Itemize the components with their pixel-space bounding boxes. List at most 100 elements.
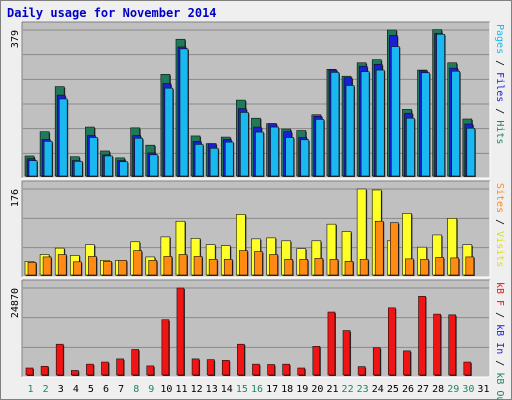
bar-pages-day-21: [330, 72, 340, 177]
bar-sites-day-27: [420, 259, 429, 276]
bar-kb-f-day-17: [267, 364, 275, 376]
x-tick-label-day-12: 12: [191, 384, 203, 395]
x-tick-label-day-2: 2: [43, 384, 49, 395]
bar-pages-day-24: [375, 69, 385, 177]
bar-sites-day-24: [374, 220, 384, 276]
bar-sites-day-4: [72, 261, 82, 276]
bar-sites-day-9: [148, 260, 158, 276]
bar-pages-day-26: [406, 117, 415, 177]
bar-kb-f-day-4: [70, 370, 79, 376]
legend-entry: /: [494, 102, 505, 120]
legend-entry: Files: [494, 72, 505, 102]
bar-kb-f-day-9: [146, 365, 155, 376]
bar-pages-day-6: [104, 155, 113, 177]
bar-kb-f-day-27: [418, 295, 426, 376]
x-tick-label-day-18: 18: [281, 384, 293, 395]
bar-pages-day-28: [436, 33, 445, 177]
legend-entry: /: [494, 54, 505, 72]
bar-sites-day-5: [88, 256, 97, 276]
bar-pages-day-22: [345, 85, 355, 177]
bar-pages-day-13: [209, 147, 219, 177]
bar-pages-day-25: [391, 46, 400, 177]
bar-pages-day-29: [451, 70, 461, 177]
x-tick-label-day-17: 17: [266, 384, 278, 395]
bar-sites-day-1: [27, 261, 37, 276]
x-tick-label-day-16: 16: [251, 384, 263, 395]
legend-entry: Visits: [494, 231, 505, 267]
bar-sites-day-19: [299, 259, 309, 276]
x-tick-label-day-24: 24: [372, 384, 384, 395]
legend-middle: Sites / Visits: [494, 183, 505, 267]
x-tick-label-day-11: 11: [175, 384, 187, 395]
bar-pages-day-12: [194, 144, 204, 177]
bar-pages-day-16: [255, 131, 264, 177]
bar-kb-f-day-28: [433, 313, 441, 376]
x-tick-label-day-13: 13: [206, 384, 218, 395]
bar-kb-f-day-14: [221, 360, 230, 376]
bar-kb-f-day-25: [388, 307, 396, 376]
bar-kb-f-day-20: [312, 346, 321, 376]
bar-sites-day-6: [103, 261, 112, 276]
bar-kb-f-day-29: [448, 314, 457, 376]
bar-sites-day-21: [329, 259, 339, 276]
bar-sites-day-15: [239, 250, 248, 276]
bar-kb-f-day-15: [237, 343, 245, 376]
x-tick-label-day-22: 22: [342, 384, 354, 395]
legend-entry: kB In: [494, 324, 505, 354]
bar-kb-f-day-6: [101, 361, 109, 376]
legend-entry: /: [494, 213, 505, 231]
x-tick-label-day-28: 28: [432, 384, 444, 395]
y-max-label: 176: [10, 189, 21, 207]
bar-sites-day-22: [344, 261, 354, 276]
chart-title: Daily usage for November 2014: [7, 6, 217, 20]
x-tick-label-day-4: 4: [73, 384, 79, 395]
x-tick-label-day-26: 26: [402, 384, 414, 395]
x-tick-label-day-30: 30: [462, 384, 474, 395]
bar-pages-day-11: [179, 48, 189, 177]
bar-sites-day-12: [193, 256, 203, 276]
bar-kb-f-day-5: [86, 363, 94, 376]
x-tick-label-day-6: 6: [103, 384, 109, 395]
bar-sites-day-11: [178, 254, 188, 276]
bar-sites-day-8: [133, 250, 142, 276]
x-tick-label-day-9: 9: [148, 384, 154, 395]
bar-pages-day-23: [360, 71, 370, 177]
x-tick-label-day-25: 25: [387, 384, 399, 395]
bar-pages-day-1: [28, 160, 38, 177]
bar-kb-f-day-11: [176, 287, 185, 376]
bar-kb-f-day-2: [40, 365, 49, 376]
x-tick-label-day-3: 3: [58, 384, 64, 395]
x-tick-label-day-29: 29: [447, 384, 459, 395]
bar-kb-f-day-23: [357, 366, 366, 376]
bar-pages-day-3: [58, 98, 68, 177]
bar-sites-day-28: [435, 257, 444, 276]
bar-pages-day-30: [466, 127, 476, 177]
bar-sites-day-25: [390, 222, 399, 276]
bar-sites-day-10: [163, 256, 173, 276]
legend-entry: Hits: [494, 120, 505, 144]
x-tick-label-day-5: 5: [88, 384, 94, 395]
bar-kb-f-day-8: [131, 349, 139, 376]
bar-pages-day-14: [224, 141, 234, 177]
bar-sites-day-17: [269, 254, 278, 276]
bar-kb-f-day-21: [327, 311, 336, 376]
x-tick-label-day-8: 8: [133, 384, 139, 395]
bar-pages-day-19: [300, 139, 310, 177]
bar-kb-f-day-12: [191, 358, 200, 376]
bar-pages-day-4: [73, 161, 83, 177]
legend-entry: Sites: [494, 183, 505, 213]
bar-kb-f-day-22: [342, 330, 351, 376]
bar-kb-f-day-3: [55, 343, 64, 376]
bar-pages-day-20: [315, 119, 325, 177]
bar-sites-day-29: [450, 257, 460, 276]
bar-kb-f-day-1: [25, 367, 34, 376]
bar-sites-day-23: [359, 259, 369, 276]
bar-pages-day-17: [270, 126, 279, 177]
bar-kb-f-day-24: [372, 347, 381, 376]
bar-pages-day-5: [89, 137, 98, 177]
bar-kb-f-day-13: [206, 359, 215, 376]
bar-sites-day-20: [314, 258, 324, 276]
bar-sites-day-14: [223, 259, 233, 276]
x-tick-label-day-14: 14: [221, 384, 233, 395]
